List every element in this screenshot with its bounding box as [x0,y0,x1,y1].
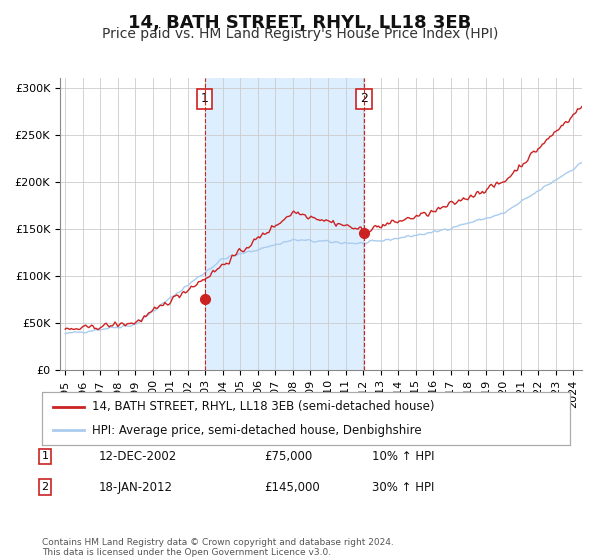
Text: Contains HM Land Registry data © Crown copyright and database right 2024.
This d: Contains HM Land Registry data © Crown c… [42,538,394,557]
Text: 2: 2 [360,92,368,105]
Text: 10% ↑ HPI: 10% ↑ HPI [372,450,434,463]
Text: 2: 2 [41,482,49,492]
Text: £145,000: £145,000 [264,480,320,494]
Text: 1: 1 [41,451,49,461]
Text: 18-JAN-2012: 18-JAN-2012 [99,480,173,494]
Text: 14, BATH STREET, RHYL, LL18 3EB (semi-detached house): 14, BATH STREET, RHYL, LL18 3EB (semi-de… [92,400,434,413]
Bar [205,78,364,370]
Text: 14, BATH STREET, RHYL, LL18 3EB: 14, BATH STREET, RHYL, LL18 3EB [128,14,472,32]
Text: 1: 1 [200,92,208,105]
Text: Price paid vs. HM Land Registry's House Price Index (HPI): Price paid vs. HM Land Registry's House … [102,27,498,41]
Text: 12-DEC-2002: 12-DEC-2002 [99,450,177,463]
Text: 30% ↑ HPI: 30% ↑ HPI [372,480,434,494]
Text: £75,000: £75,000 [264,450,312,463]
Text: HPI: Average price, semi-detached house, Denbighshire: HPI: Average price, semi-detached house,… [92,424,422,437]
